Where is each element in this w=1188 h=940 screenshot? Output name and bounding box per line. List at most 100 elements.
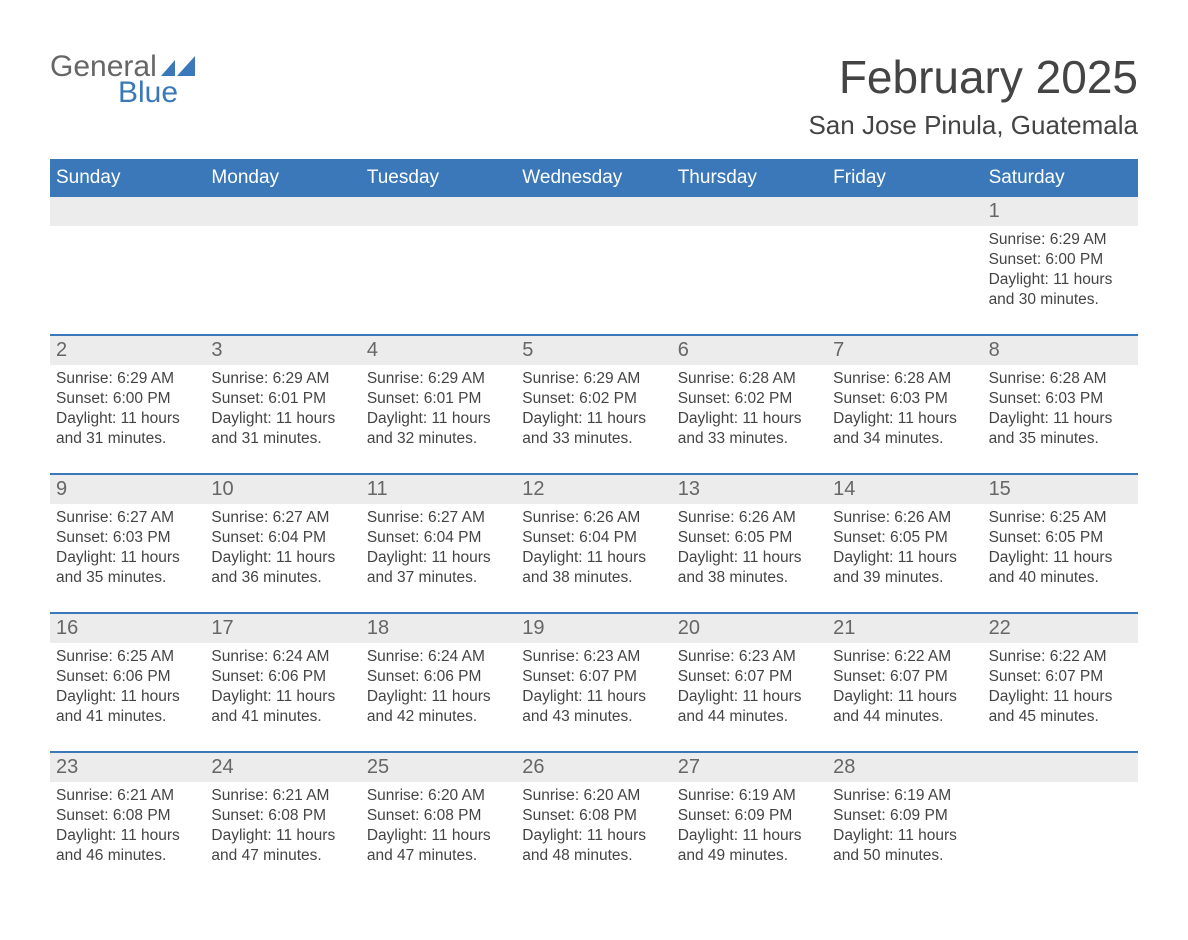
day-content: [983, 782, 1138, 890]
sunset-text: Sunset: 6:08 PM: [211, 806, 354, 826]
sunset-text: Sunset: 6:03 PM: [56, 528, 199, 548]
daylight-text: Daylight: 11 hours and 40 minutes.: [989, 548, 1132, 588]
day-number: 21: [827, 614, 982, 643]
week-daynum-row: 16171819202122: [50, 612, 1138, 643]
day-content: Sunrise: 6:22 AMSunset: 6:07 PMDaylight:…: [983, 643, 1138, 751]
daylight-text: Daylight: 11 hours and 48 minutes.: [522, 826, 665, 866]
sunrise-text: Sunrise: 6:20 AM: [522, 786, 665, 806]
sunrise-text: Sunrise: 6:19 AM: [678, 786, 821, 806]
day-content: Sunrise: 6:29 AMSunset: 6:01 PMDaylight:…: [361, 365, 516, 473]
sunrise-text: Sunrise: 6:29 AM: [989, 230, 1132, 250]
daylight-text: Daylight: 11 hours and 41 minutes.: [211, 687, 354, 727]
day-content: Sunrise: 6:29 AMSunset: 6:02 PMDaylight:…: [516, 365, 671, 473]
day-content: Sunrise: 6:26 AMSunset: 6:04 PMDaylight:…: [516, 504, 671, 612]
week-daynum-row: 1: [50, 197, 1138, 226]
sunrise-text: Sunrise: 6:23 AM: [678, 647, 821, 667]
week-daynum-row: 232425262728: [50, 751, 1138, 782]
week-content-row: Sunrise: 6:25 AMSunset: 6:06 PMDaylight:…: [50, 643, 1138, 751]
day-content: Sunrise: 6:27 AMSunset: 6:04 PMDaylight:…: [205, 504, 360, 612]
weekday-header: Saturday: [983, 159, 1138, 197]
day-number: 22: [983, 614, 1138, 643]
week-daynum-row: 9101112131415: [50, 473, 1138, 504]
daylight-text: Daylight: 11 hours and 38 minutes.: [678, 548, 821, 588]
sunset-text: Sunset: 6:05 PM: [833, 528, 976, 548]
sunrise-text: Sunrise: 6:21 AM: [211, 786, 354, 806]
weekday-header: Wednesday: [516, 159, 671, 197]
sunset-text: Sunset: 6:04 PM: [367, 528, 510, 548]
day-number: 1: [983, 197, 1138, 226]
day-number: 14: [827, 475, 982, 504]
day-content: Sunrise: 6:21 AMSunset: 6:08 PMDaylight:…: [205, 782, 360, 890]
day-content: Sunrise: 6:26 AMSunset: 6:05 PMDaylight:…: [672, 504, 827, 612]
day-number: 4: [361, 336, 516, 365]
day-content: Sunrise: 6:29 AMSunset: 6:00 PMDaylight:…: [50, 365, 205, 473]
sunrise-text: Sunrise: 6:28 AM: [989, 369, 1132, 389]
sunset-text: Sunset: 6:06 PM: [367, 667, 510, 687]
daylight-text: Daylight: 11 hours and 34 minutes.: [833, 409, 976, 449]
sunrise-text: Sunrise: 6:22 AM: [989, 647, 1132, 667]
day-number: [516, 197, 671, 226]
daylight-text: Daylight: 11 hours and 37 minutes.: [367, 548, 510, 588]
daylight-text: Daylight: 11 hours and 50 minutes.: [833, 826, 976, 866]
weekday-header: Friday: [827, 159, 982, 197]
sunset-text: Sunset: 6:07 PM: [522, 667, 665, 687]
day-content: [205, 226, 360, 334]
sunrise-text: Sunrise: 6:26 AM: [522, 508, 665, 528]
sunset-text: Sunset: 6:04 PM: [522, 528, 665, 548]
sunrise-text: Sunrise: 6:20 AM: [367, 786, 510, 806]
day-number: [983, 753, 1138, 782]
sunset-text: Sunset: 6:08 PM: [522, 806, 665, 826]
day-number: 23: [50, 753, 205, 782]
day-number: 18: [361, 614, 516, 643]
day-content: [361, 226, 516, 334]
daylight-text: Daylight: 11 hours and 38 minutes.: [522, 548, 665, 588]
sunrise-text: Sunrise: 6:27 AM: [367, 508, 510, 528]
sunset-text: Sunset: 6:07 PM: [833, 667, 976, 687]
sunrise-text: Sunrise: 6:28 AM: [678, 369, 821, 389]
day-content: Sunrise: 6:24 AMSunset: 6:06 PMDaylight:…: [205, 643, 360, 751]
header: General Blue February 2025 San Jose Pinu…: [50, 50, 1138, 141]
sunrise-text: Sunrise: 6:19 AM: [833, 786, 976, 806]
day-number: 2: [50, 336, 205, 365]
daylight-text: Daylight: 11 hours and 36 minutes.: [211, 548, 354, 588]
sunset-text: Sunset: 6:02 PM: [678, 389, 821, 409]
sunrise-text: Sunrise: 6:29 AM: [367, 369, 510, 389]
sunset-text: Sunset: 6:00 PM: [56, 389, 199, 409]
day-number: 20: [672, 614, 827, 643]
day-content: Sunrise: 6:28 AMSunset: 6:03 PMDaylight:…: [827, 365, 982, 473]
sunset-text: Sunset: 6:05 PM: [989, 528, 1132, 548]
daylight-text: Daylight: 11 hours and 44 minutes.: [833, 687, 976, 727]
day-number: [361, 197, 516, 226]
daylight-text: Daylight: 11 hours and 42 minutes.: [367, 687, 510, 727]
month-title: February 2025: [808, 50, 1138, 104]
day-number: 12: [516, 475, 671, 504]
sunrise-text: Sunrise: 6:27 AM: [211, 508, 354, 528]
day-number: 11: [361, 475, 516, 504]
daylight-text: Daylight: 11 hours and 49 minutes.: [678, 826, 821, 866]
sunset-text: Sunset: 6:08 PM: [56, 806, 199, 826]
day-content: Sunrise: 6:27 AMSunset: 6:04 PMDaylight:…: [361, 504, 516, 612]
day-content: Sunrise: 6:20 AMSunset: 6:08 PMDaylight:…: [361, 782, 516, 890]
daylight-text: Daylight: 11 hours and 47 minutes.: [211, 826, 354, 866]
day-content: Sunrise: 6:23 AMSunset: 6:07 PMDaylight:…: [672, 643, 827, 751]
day-content: Sunrise: 6:21 AMSunset: 6:08 PMDaylight:…: [50, 782, 205, 890]
daylight-text: Daylight: 11 hours and 41 minutes.: [56, 687, 199, 727]
sunrise-text: Sunrise: 6:26 AM: [678, 508, 821, 528]
day-content: Sunrise: 6:19 AMSunset: 6:09 PMDaylight:…: [672, 782, 827, 890]
weekday-header: Thursday: [672, 159, 827, 197]
daylight-text: Daylight: 11 hours and 32 minutes.: [367, 409, 510, 449]
day-content: [827, 226, 982, 334]
calendar: SundayMondayTuesdayWednesdayThursdayFrid…: [50, 159, 1138, 890]
daylight-text: Daylight: 11 hours and 30 minutes.: [989, 270, 1132, 310]
day-content: Sunrise: 6:25 AMSunset: 6:05 PMDaylight:…: [983, 504, 1138, 612]
day-number: [50, 197, 205, 226]
sunset-text: Sunset: 6:03 PM: [833, 389, 976, 409]
sunset-text: Sunset: 6:04 PM: [211, 528, 354, 548]
day-number: 8: [983, 336, 1138, 365]
sunrise-text: Sunrise: 6:26 AM: [833, 508, 976, 528]
daylight-text: Daylight: 11 hours and 45 minutes.: [989, 687, 1132, 727]
weekday-header: Sunday: [50, 159, 205, 197]
day-number: [672, 197, 827, 226]
day-number: 3: [205, 336, 360, 365]
sunrise-text: Sunrise: 6:25 AM: [56, 647, 199, 667]
